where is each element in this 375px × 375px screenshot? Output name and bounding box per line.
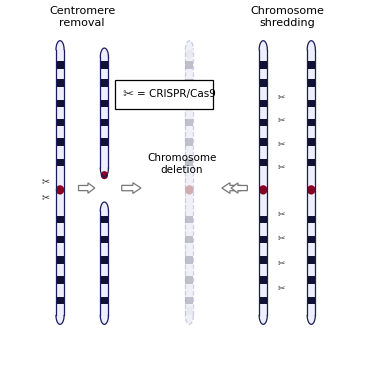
Bar [185, 119, 194, 126]
Polygon shape [231, 183, 248, 193]
Ellipse shape [56, 185, 64, 195]
Bar [259, 50, 267, 315]
Bar [56, 100, 64, 107]
Bar [56, 119, 64, 126]
Ellipse shape [100, 48, 108, 66]
Bar [100, 211, 108, 315]
Ellipse shape [100, 159, 108, 177]
Bar [56, 80, 64, 87]
Polygon shape [222, 183, 241, 194]
Text: ✂: ✂ [42, 176, 50, 186]
Bar [56, 256, 64, 264]
Bar [259, 236, 267, 243]
Ellipse shape [307, 41, 315, 58]
Bar [185, 50, 194, 315]
Bar [100, 236, 108, 243]
Text: ✂: ✂ [278, 163, 285, 172]
Text: ✂: ✂ [278, 284, 285, 293]
Ellipse shape [100, 306, 108, 324]
Text: = CRISPR/Cas9: = CRISPR/Cas9 [136, 90, 215, 99]
Ellipse shape [185, 185, 194, 195]
Bar [259, 119, 267, 126]
Polygon shape [78, 183, 95, 193]
Bar [307, 61, 315, 69]
Bar [185, 80, 194, 87]
Bar [56, 236, 64, 243]
Text: ✂: ✂ [278, 140, 285, 149]
Bar [259, 100, 267, 107]
Bar [307, 80, 315, 87]
Text: Chromosome
shredding: Chromosome shredding [251, 6, 324, 28]
Bar [185, 138, 194, 146]
Text: ✂: ✂ [278, 93, 285, 102]
Ellipse shape [307, 306, 315, 324]
Bar [259, 297, 267, 304]
Text: Centromere
removal: Centromere removal [49, 6, 116, 28]
Bar [56, 138, 64, 146]
Polygon shape [122, 183, 141, 194]
Text: ✂: ✂ [42, 192, 50, 202]
Bar [185, 159, 194, 166]
Bar [56, 216, 64, 223]
Bar [307, 138, 315, 146]
Text: ✂: ✂ [278, 117, 285, 126]
Ellipse shape [259, 185, 267, 195]
Bar [100, 297, 108, 304]
Bar [185, 100, 194, 107]
Bar [307, 159, 315, 166]
Ellipse shape [101, 171, 108, 179]
Bar [259, 216, 267, 223]
Bar [100, 80, 108, 87]
Bar [100, 57, 108, 168]
Bar [56, 159, 64, 166]
Ellipse shape [259, 41, 267, 58]
Bar [56, 50, 64, 315]
Bar [307, 216, 315, 223]
Bar [56, 276, 64, 284]
Bar [259, 256, 267, 264]
Text: ✂: ✂ [278, 234, 285, 243]
FancyBboxPatch shape [116, 80, 213, 109]
Ellipse shape [100, 202, 108, 220]
Text: ✂: ✂ [122, 88, 133, 101]
Bar [259, 159, 267, 166]
Text: ✂: ✂ [278, 210, 285, 219]
Bar [307, 100, 315, 107]
Bar [259, 138, 267, 146]
Bar [185, 216, 194, 223]
Bar [307, 236, 315, 243]
Bar [185, 276, 194, 284]
Text: Chromosome
deletion: Chromosome deletion [147, 153, 217, 175]
Bar [100, 119, 108, 126]
Bar [100, 100, 108, 107]
Bar [185, 256, 194, 264]
Ellipse shape [259, 306, 267, 324]
Bar [100, 138, 108, 146]
Ellipse shape [307, 185, 315, 195]
Bar [307, 256, 315, 264]
Bar [259, 80, 267, 87]
Bar [307, 119, 315, 126]
Bar [307, 297, 315, 304]
Bar [100, 216, 108, 223]
Ellipse shape [56, 41, 64, 58]
Bar [307, 50, 315, 315]
Bar [185, 297, 194, 304]
Bar [259, 276, 267, 284]
Ellipse shape [185, 41, 194, 58]
Text: ✂: ✂ [278, 259, 285, 268]
Bar [56, 61, 64, 69]
Bar [185, 236, 194, 243]
Bar [56, 297, 64, 304]
Bar [307, 276, 315, 284]
Ellipse shape [185, 306, 194, 324]
Bar [259, 61, 267, 69]
Bar [185, 61, 194, 69]
Bar [100, 276, 108, 284]
Ellipse shape [56, 306, 64, 324]
Bar [100, 256, 108, 264]
Bar [100, 61, 108, 69]
